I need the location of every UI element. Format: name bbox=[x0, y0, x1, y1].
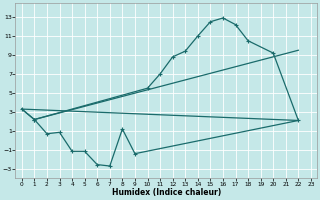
X-axis label: Humidex (Indice chaleur): Humidex (Indice chaleur) bbox=[112, 188, 221, 197]
